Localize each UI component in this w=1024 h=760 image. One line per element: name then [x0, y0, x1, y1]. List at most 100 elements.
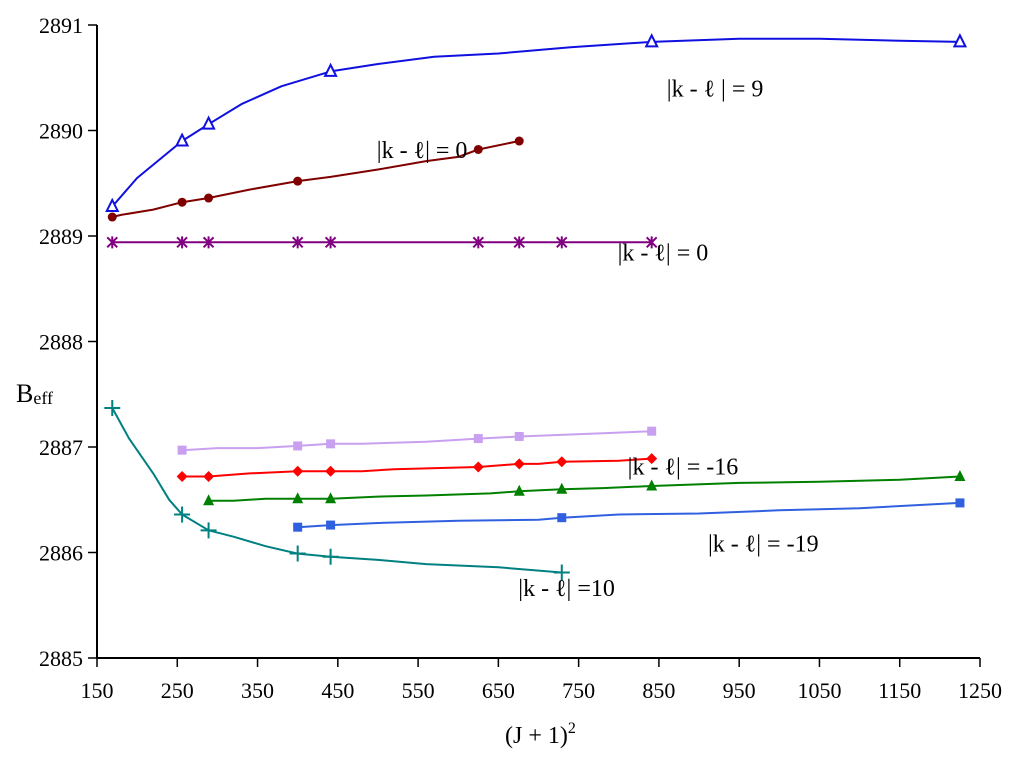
data-point [557, 513, 567, 523]
x-axis-title: (J + 1)2 [505, 720, 576, 749]
data-point [325, 492, 337, 504]
data-point [106, 236, 118, 249]
data-point [104, 399, 121, 416]
data-point [326, 439, 336, 449]
data-point [203, 494, 215, 506]
series-line [297, 501, 960, 529]
y-tick-label: 2891 [39, 13, 83, 38]
data-point [201, 115, 216, 130]
x-axis-title-main: (J + 1) [505, 723, 568, 749]
series-6 [293, 498, 965, 532]
series-line [111, 37, 960, 208]
y-axis-title: Beff [16, 379, 53, 408]
series-line [182, 457, 652, 478]
x-tick-label: 1250 [958, 678, 1002, 703]
data-point [325, 465, 337, 477]
series-layer [104, 33, 968, 581]
series-0 [105, 33, 968, 212]
series-5 [203, 470, 966, 506]
x-tick-label: 550 [402, 678, 435, 703]
data-point [107, 212, 117, 222]
data-point [200, 522, 217, 539]
data-point [202, 236, 215, 249]
data-point [176, 236, 188, 249]
data-point [293, 522, 303, 532]
series-line [182, 430, 652, 452]
x-tick-label: 450 [321, 678, 354, 703]
data-point [553, 564, 570, 581]
data-point [954, 470, 966, 482]
data-point [472, 461, 484, 473]
series-7 [104, 399, 570, 581]
series-line [111, 407, 562, 574]
data-point [952, 33, 968, 48]
data-point [646, 453, 658, 465]
data-point [177, 445, 187, 455]
data-point [473, 434, 483, 444]
series-annotation: |k - ℓ| = 0 [377, 138, 468, 164]
data-point [324, 236, 337, 249]
y-axis-title-main: B [16, 379, 33, 408]
series-line [208, 475, 960, 502]
series-annotation: |k - ℓ| = -19 [708, 531, 819, 557]
data-point [291, 236, 304, 249]
data-point [645, 236, 658, 249]
x-tick-label: 1150 [878, 678, 921, 703]
x-tick-label: 950 [723, 678, 756, 703]
x-tick-label: 650 [482, 678, 515, 703]
data-point [293, 441, 303, 451]
data-point [292, 492, 304, 504]
data-point [174, 132, 190, 147]
x-tick-label: 1050 [797, 678, 841, 703]
data-point [513, 484, 525, 496]
x-tick-label: 250 [161, 678, 194, 703]
data-point [514, 431, 524, 441]
y-tick-label: 2889 [39, 224, 83, 249]
y-tick-label: 2886 [39, 541, 83, 566]
data-point [473, 144, 483, 154]
y-tick-label: 2890 [39, 119, 83, 144]
data-point [556, 456, 568, 468]
data-point [514, 136, 524, 146]
data-point [204, 193, 214, 203]
series-3 [177, 426, 657, 455]
x-tick-label: 350 [241, 678, 274, 703]
data-point [644, 33, 659, 48]
x-tick-label: 750 [562, 678, 595, 703]
annotation-layer: |k - ℓ | = 9 |k - ℓ| = 0 |k - ℓ| = 0 |k - ℓ… [377, 77, 819, 602]
data-point [646, 479, 658, 491]
x-tick-label: 850 [642, 678, 675, 703]
data-point [289, 545, 306, 562]
series-1 [107, 136, 524, 222]
data-point [323, 62, 338, 77]
data-point [322, 548, 339, 565]
data-point [556, 482, 568, 494]
series-annotation: |k - ℓ| = -16 [628, 454, 739, 480]
data-point [105, 197, 120, 212]
series-2 [106, 236, 658, 249]
series-annotation: |k - ℓ | = 9 [667, 77, 764, 103]
data-point [174, 506, 191, 523]
x-axis-title-sup: 2 [568, 720, 576, 737]
series-annotation: |k - ℓ| =10 [518, 576, 615, 602]
series-4 [176, 453, 658, 483]
data-point [955, 498, 965, 508]
data-point [292, 465, 304, 477]
x-tick-label: 150 [81, 678, 114, 703]
data-point [647, 426, 657, 436]
series-annotation: |k - ℓ| = 0 [618, 240, 709, 266]
tick-group: 150 250 350 450 550 650 750 850 950 1050 1150 1250 2… [39, 13, 1002, 703]
data-point [556, 236, 568, 249]
axes [96, 25, 980, 659]
y-tick-label: 2888 [39, 330, 83, 355]
data-point [472, 236, 485, 249]
data-point [177, 197, 187, 207]
data-point [326, 520, 336, 530]
data-point [513, 236, 525, 249]
y-tick-label: 2887 [39, 435, 83, 460]
y-axis-title-sub: eff [33, 388, 53, 408]
data-point [176, 471, 188, 483]
data-point [203, 471, 215, 483]
